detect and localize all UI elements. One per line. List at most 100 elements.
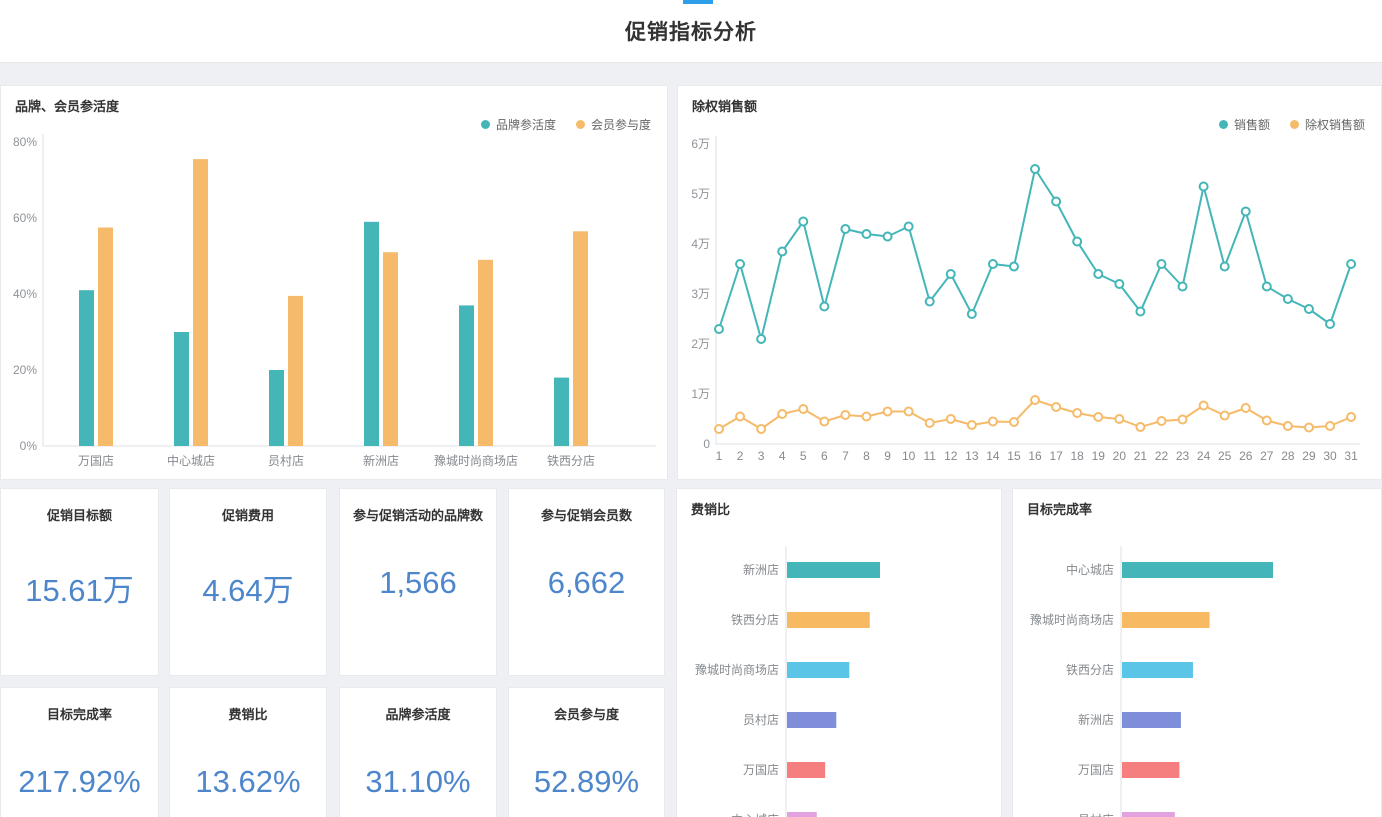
- legend-label: 销售额: [1233, 118, 1270, 132]
- svg-text:0: 0: [703, 437, 710, 451]
- kpi-value: 13.62%: [195, 764, 301, 799]
- kpi-card-brand-count: 参与促销活动的品牌数 1,566: [339, 488, 497, 676]
- svg-text:13: 13: [965, 449, 979, 463]
- svg-text:员村店: 员村店: [1078, 813, 1114, 817]
- svg-text:21: 21: [1134, 449, 1148, 463]
- legend-dot-icon: [1289, 120, 1299, 129]
- svg-text:新洲店: 新洲店: [1078, 712, 1114, 727]
- svg-text:2: 2: [737, 449, 744, 463]
- participation-legend: 品牌参活度 会员参与度: [480, 116, 651, 133]
- svg-text:豫城时尚商场店: 豫城时尚商场店: [1030, 612, 1114, 627]
- page-title: 促销指标分析: [625, 21, 757, 44]
- svg-text:1万: 1万: [691, 387, 710, 401]
- kpi-label: 品牌参活度: [385, 707, 451, 722]
- legend-label: 除权销售额: [1304, 118, 1365, 132]
- svg-text:16: 16: [1028, 449, 1042, 463]
- svg-text:22: 22: [1155, 449, 1169, 463]
- kpi-label: 参与促销会员数: [540, 508, 632, 523]
- svg-text:5万: 5万: [691, 187, 710, 201]
- kpi-value: 31.10%: [365, 764, 471, 799]
- svg-text:豫城时尚商场店: 豫城时尚商场店: [434, 453, 518, 468]
- legend-item-brand[interactable]: 品牌参活度: [480, 116, 556, 133]
- svg-text:24: 24: [1197, 449, 1211, 463]
- sales-legend: 销售额 除权销售额: [1218, 116, 1365, 133]
- target-completion-hbar-chart-canvas[interactable]: 中心城店豫城时尚商场店铁西分店新洲店万国店员村店: [1013, 489, 1381, 817]
- kpi-value: 4.64万: [202, 573, 294, 608]
- participation-bar-chart-canvas[interactable]: 0% 20% 40% 60% 80% 万国店 中心城店 员村店 新洲店 豫城时尚商场店 铁西分店: [1, 86, 667, 479]
- kpi-card-promo-cost: 促销费用 4.64万: [169, 488, 327, 676]
- legend-item-member[interactable]: 会员参与度: [575, 116, 651, 133]
- svg-text:7: 7: [842, 449, 849, 463]
- legend-dot-icon: [575, 120, 585, 129]
- svg-text:3: 3: [758, 449, 765, 463]
- svg-text:18: 18: [1071, 449, 1085, 463]
- participation-chart-card: 品牌、会员参活度 品牌参活度 会员参与度 0% 20% 40% 60% 80% 万国店 中心…: [0, 85, 668, 480]
- svg-text:14: 14: [986, 449, 1000, 463]
- svg-text:12: 12: [944, 449, 958, 463]
- svg-text:5: 5: [800, 449, 807, 463]
- svg-text:员村店: 员村店: [268, 454, 304, 468]
- kpi-value: 1,566: [379, 565, 457, 600]
- kpi-label: 会员参与度: [553, 707, 619, 722]
- svg-text:25: 25: [1218, 449, 1232, 463]
- svg-text:2万: 2万: [691, 337, 710, 351]
- svg-text:15: 15: [1007, 449, 1021, 463]
- kpi-value: 52.89%: [533, 764, 640, 799]
- svg-text:1: 1: [716, 449, 723, 463]
- svg-text:23: 23: [1176, 449, 1190, 463]
- cost-ratio-hbar-chart-canvas[interactable]: 新洲店铁西分店豫城时尚商场店员村店万国店中心城店: [677, 489, 1001, 817]
- svg-text:10: 10: [902, 449, 916, 463]
- kpi-label: 参与促销活动的品牌数: [352, 508, 483, 523]
- svg-text:4万: 4万: [691, 237, 710, 251]
- kpi-card-promo-target: 促销目标额 15.61万: [0, 488, 159, 676]
- active-tab-indicator[interactable]: [683, 0, 713, 4]
- kpi-card-member-participation: 会员参与度 52.89%: [508, 687, 665, 817]
- chart-title: 目标完成率: [1027, 502, 1093, 517]
- svg-text:60%: 60%: [13, 211, 37, 225]
- svg-text:0%: 0%: [20, 439, 38, 453]
- svg-text:中心城店: 中心城店: [731, 812, 779, 817]
- kpi-card-cost-ratio: 费销比 13.62%: [169, 687, 327, 817]
- chart-title: 除权销售额: [692, 99, 758, 114]
- kpi-label: 费销比: [228, 707, 268, 722]
- kpi-card-brand-participation: 品牌参活度 31.10%: [339, 687, 497, 817]
- svg-text:9: 9: [884, 449, 891, 463]
- svg-text:28: 28: [1281, 449, 1295, 463]
- svg-text:员村店: 员村店: [743, 713, 779, 727]
- svg-text:铁西分店: 铁西分店: [731, 613, 779, 627]
- svg-text:新洲店: 新洲店: [363, 453, 399, 468]
- svg-text:8: 8: [863, 449, 870, 463]
- sales-chart-card: 除权销售额 销售额 除权销售额 0 1万 2万 3万 4万 5万 6万 1 2 3 4 5 6 7 8 9 10…: [677, 85, 1382, 480]
- svg-text:万国店: 万国店: [1078, 763, 1114, 777]
- svg-text:6: 6: [821, 449, 828, 463]
- chart-title: 品牌、会员参活度: [15, 99, 120, 114]
- svg-text:20: 20: [1113, 449, 1127, 463]
- svg-text:40%: 40%: [13, 287, 37, 301]
- svg-text:20%: 20%: [13, 363, 37, 377]
- legend-item-exright-sales[interactable]: 除权销售额: [1289, 116, 1365, 133]
- svg-text:4: 4: [779, 449, 786, 463]
- svg-text:17: 17: [1049, 449, 1063, 463]
- kpi-label: 目标完成率: [46, 707, 112, 722]
- svg-text:新洲店: 新洲店: [743, 562, 779, 577]
- svg-text:6万: 6万: [691, 137, 710, 151]
- svg-text:中心城店: 中心城店: [1066, 562, 1114, 577]
- legend-dot-icon: [480, 120, 490, 129]
- target-completion-chart-card: 目标完成率 中心城店豫城时尚商场店铁西分店新洲店万国店员村店: [1012, 488, 1382, 817]
- svg-text:26: 26: [1239, 449, 1253, 463]
- svg-text:31: 31: [1344, 449, 1358, 463]
- legend-item-sales[interactable]: 销售额: [1218, 116, 1270, 133]
- legend-label: 品牌参活度: [495, 118, 556, 132]
- svg-text:80%: 80%: [13, 135, 37, 149]
- svg-text:铁西分店: 铁西分店: [547, 454, 595, 468]
- svg-text:3万: 3万: [691, 287, 710, 301]
- legend-label: 会员参与度: [590, 118, 651, 132]
- svg-text:19: 19: [1092, 449, 1106, 463]
- kpi-card-member-count: 参与促销会员数 6,662: [508, 488, 665, 676]
- kpi-value: 15.61万: [25, 573, 134, 608]
- svg-text:11: 11: [923, 449, 936, 463]
- header-bar: 促销指标分析: [0, 0, 1382, 63]
- kpi-value: 217.92%: [18, 764, 141, 799]
- svg-text:万国店: 万国店: [743, 763, 779, 777]
